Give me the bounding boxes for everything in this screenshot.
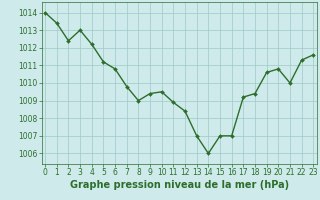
X-axis label: Graphe pression niveau de la mer (hPa): Graphe pression niveau de la mer (hPa) [70,180,289,190]
